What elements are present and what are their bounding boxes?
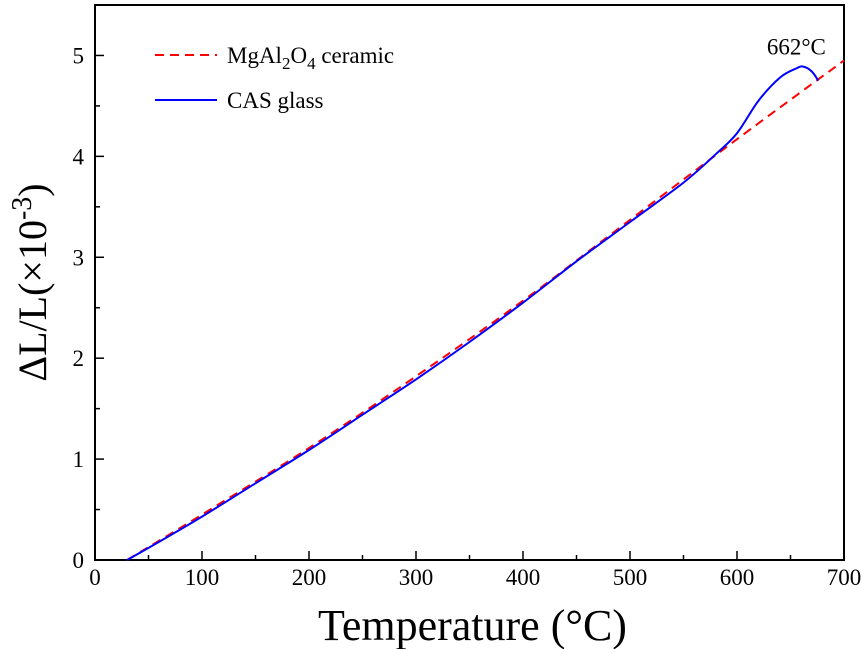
series-layer — [126, 59, 845, 561]
y-axis-title: ΔL/L(×10-3) — [7, 183, 55, 381]
y-tick-label: 1 — [73, 447, 85, 472]
legend-label-mgal2o4-ceramic: MgAl2​O4​ ceramic — [227, 43, 394, 73]
y-tick-label: 5 — [73, 43, 85, 68]
legend-label-cas-glass: CAS glass — [227, 88, 324, 113]
y-tick-label: 0 — [73, 548, 85, 573]
series-line-cas-glass — [126, 65, 820, 561]
annotation-layer: 662°C — [767, 35, 826, 60]
y-tick-label: 2 — [73, 346, 85, 371]
y-tick-label: 3 — [73, 245, 85, 270]
x-tick-label: 0 — [89, 565, 101, 590]
peak-annotation: 662°C — [767, 35, 826, 60]
x-tick-label: 400 — [506, 565, 541, 590]
x-axis-title: Temperature (°C) — [318, 601, 627, 649]
x-tick-label: 600 — [720, 565, 755, 590]
x-tick-label: 300 — [399, 565, 434, 590]
plot-frame — [94, 4, 845, 561]
y-tick-label: 4 — [73, 144, 85, 169]
y-axis-title-group: ΔL/L(×10-3) — [7, 183, 55, 381]
axes-layer: 0 100 200 300 400 500 600 700 0 1 2 3 4 5 — [73, 4, 862, 590]
x-tick-label: 200 — [292, 565, 327, 590]
x-tick-label: 700 — [827, 565, 862, 590]
legend: MgAl2​O4​ ceramic CAS glass — [155, 43, 394, 113]
x-tick-label: 500 — [613, 565, 648, 590]
axis-titles: Temperature (°C) ΔL/L(×10-3) — [7, 183, 627, 649]
x-tick-label: 100 — [185, 565, 220, 590]
